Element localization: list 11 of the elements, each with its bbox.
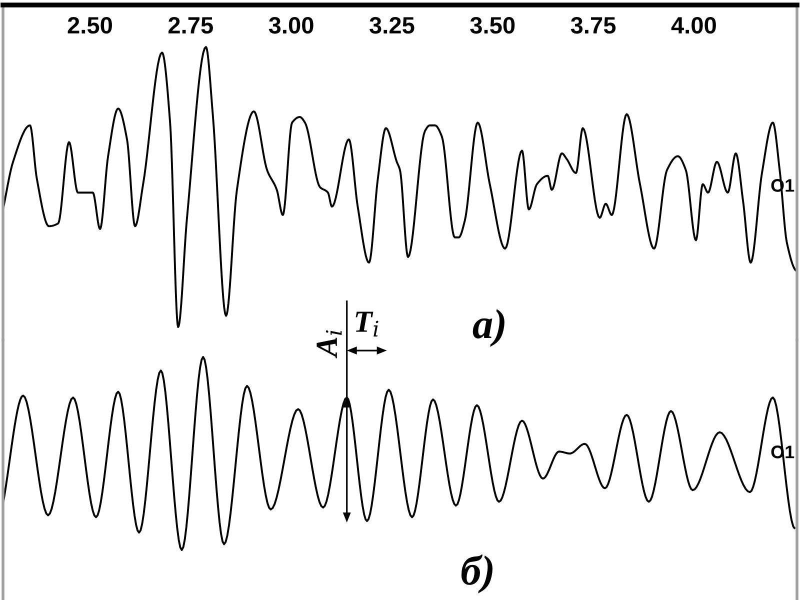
x-tick-label: 4.00 <box>671 16 716 34</box>
x-tick-label: 3.00 <box>268 16 314 34</box>
x-tick-label: 3.25 <box>370 16 414 34</box>
x-tick-label: 2.75 <box>168 16 213 34</box>
annotation: A$_{i}$ <box>316 330 342 358</box>
annotation: a) <box>472 309 504 347</box>
annotation: T$_{i}$ <box>356 312 378 336</box>
x-tick-label: 2.50 <box>68 16 112 34</box>
x-tick-label: 3.75 <box>570 16 616 34</box>
x-tick-label: 3.50 <box>470 16 515 34</box>
text: б) <box>461 554 492 594</box>
